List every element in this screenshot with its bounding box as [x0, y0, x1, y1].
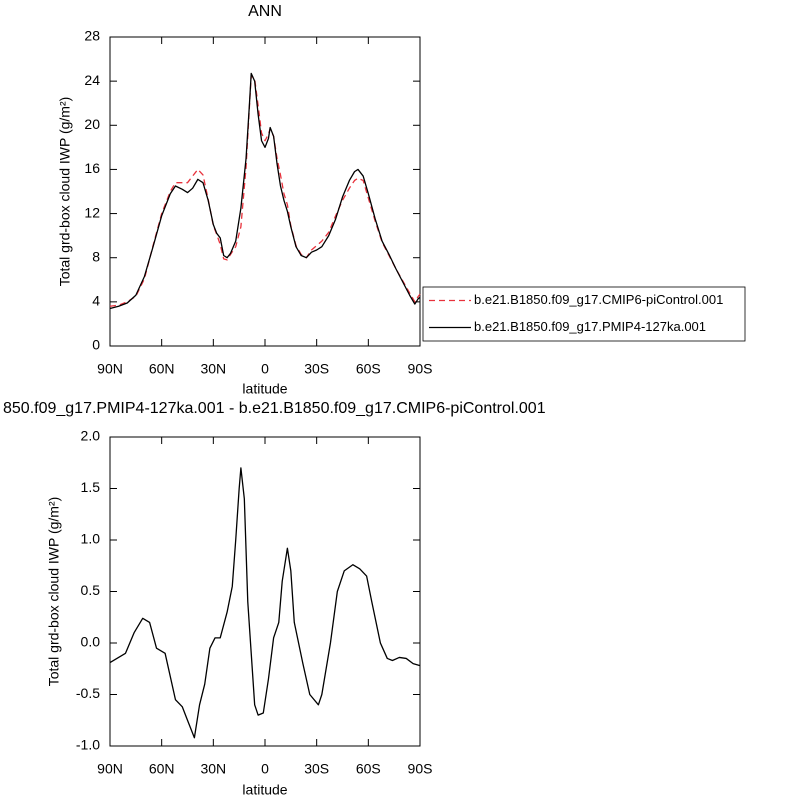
x-tick-label: 90S: [408, 361, 433, 377]
x-tick-label: 60N: [149, 361, 175, 377]
x-tick-label: 60S: [356, 761, 381, 777]
legend-box: [422, 286, 746, 342]
x-tick-label: 30S: [304, 761, 329, 777]
data-line: [109, 467, 421, 739]
y-tick-label: -0.5: [76, 685, 100, 701]
y-tick-label: 28: [84, 28, 100, 44]
x-tick-label: 0: [261, 361, 269, 377]
plot-frame: [109, 436, 421, 747]
x-axis-title: latitude: [242, 782, 287, 798]
plot-frame: [109, 36, 421, 347]
x-axis-title: latitude: [242, 381, 287, 397]
y-tick-label: 8: [92, 248, 100, 264]
y-axis-title: Total grd-box cloud IWP (g/m²): [57, 97, 73, 287]
y-tick-label: 0.0: [81, 634, 101, 650]
y-tick-label: -1.0: [76, 737, 100, 753]
x-tick-label: 90S: [408, 761, 433, 777]
x-tick-label: 60N: [149, 761, 175, 777]
y-tick-label: 4: [92, 293, 100, 309]
y-tick-label: 2.0: [81, 428, 101, 444]
x-tick-label: 90N: [97, 761, 123, 777]
data-line: [109, 74, 421, 307]
y-axis-title: Total grd-box cloud IWP (g/m²): [46, 497, 62, 687]
y-tick-label: 24: [84, 72, 100, 88]
x-tick-label: 0: [261, 761, 269, 777]
chart-title: ANN: [248, 3, 282, 20]
y-tick-label: 1.5: [81, 479, 101, 495]
legend-label: b.e21.B1850.f09_g17.PMIP4-127ka.001: [474, 319, 706, 334]
chart-title: 850.f09_g17.PMIP4-127ka.001 - b.e21.B185…: [3, 400, 546, 417]
y-tick-label: 0: [92, 337, 100, 353]
y-tick-label: 12: [84, 204, 100, 220]
x-tick-label: 30N: [200, 361, 226, 377]
y-tick-label: 20: [84, 116, 100, 132]
y-tick-label: 16: [84, 160, 100, 176]
y-tick-label: 1.0: [81, 531, 101, 547]
x-tick-label: 30S: [304, 361, 329, 377]
x-tick-label: 90N: [97, 361, 123, 377]
y-tick-label: 0.5: [81, 582, 101, 598]
x-tick-label: 30N: [200, 761, 226, 777]
legend-label: b.e21.B1850.f09_g17.CMIP6-piControl.001: [474, 292, 723, 307]
data-line: [109, 72, 421, 310]
x-tick-label: 60S: [356, 361, 381, 377]
